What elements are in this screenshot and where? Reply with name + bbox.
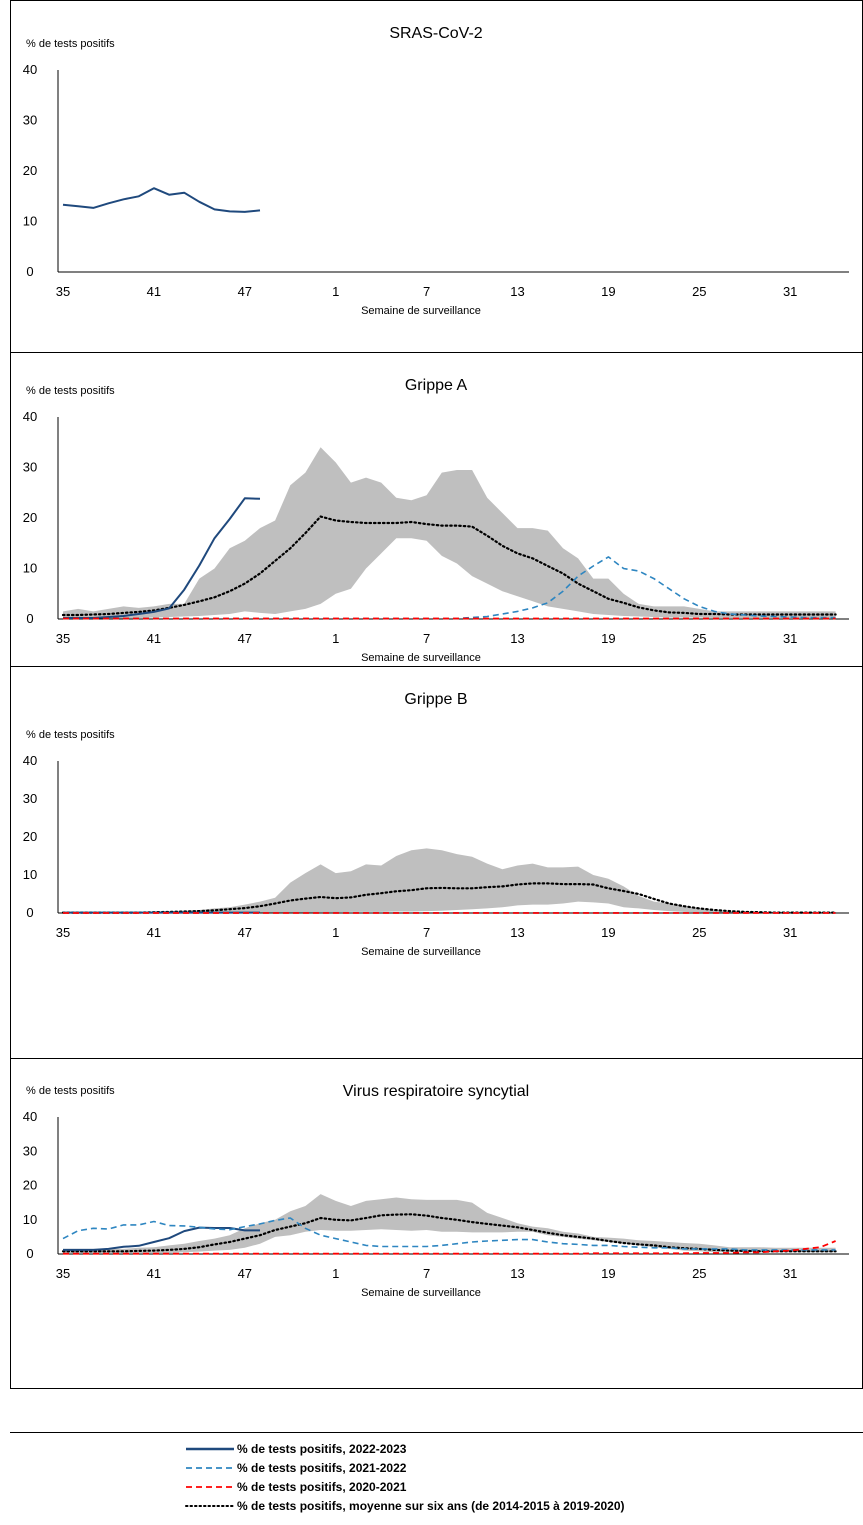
- legend-label: % de tests positifs, 2021-2022: [237, 1461, 407, 1475]
- y-tick-label: 40: [23, 753, 37, 768]
- chart-panel-1: SRAS-CoV-2 % de tests positifs 0 10 20 30 40 35…: [10, 0, 863, 353]
- y-tick-label: 20: [23, 829, 37, 844]
- panel-frame: [10, 0, 863, 353]
- y-axis-label: % de tests positifs: [26, 729, 115, 741]
- legend-item: % de tests positifs, 2021-2022: [185, 1459, 406, 1477]
- x-tick-label: 25: [692, 631, 706, 646]
- y-tick-label: 20: [23, 510, 37, 525]
- legend-item: % de tests positifs, moyenne sur six ans…: [185, 1497, 625, 1515]
- x-tick-label: 1: [332, 1266, 339, 1281]
- y-tick-label: 0: [26, 264, 33, 279]
- series-line-s2021-2022: [63, 556, 836, 620]
- x-tick-label: 41: [147, 1266, 161, 1281]
- x-tick-label: 19: [601, 925, 615, 940]
- x-tick-label: 1: [332, 925, 339, 940]
- y-tick-label: 10: [23, 1212, 37, 1227]
- x-tick-label: 13: [510, 1266, 524, 1281]
- x-tick-label: 31: [783, 925, 797, 940]
- x-tick-label: 35: [56, 925, 70, 940]
- x-tick-label: 41: [147, 631, 161, 646]
- y-tick-label: 40: [23, 409, 37, 424]
- x-tick-label: 41: [147, 284, 161, 299]
- legend-swatch: [186, 1486, 234, 1488]
- x-tick-label: 35: [56, 284, 70, 299]
- y-tick-label: 20: [23, 163, 37, 178]
- x-axis-label: Semaine de surveillance: [361, 946, 481, 958]
- x-tick-label: 25: [692, 925, 706, 940]
- y-tick-label: 10: [23, 561, 37, 576]
- y-tick-label: 10: [23, 214, 37, 229]
- x-tick-label: 47: [238, 1266, 252, 1281]
- chart-title: Grippe A: [405, 377, 468, 394]
- y-tick-label: 0: [26, 611, 33, 626]
- x-tick-label: 13: [510, 631, 524, 646]
- legend-label: % de tests positifs, 2020-2021: [237, 1480, 407, 1494]
- series-line-s2020-2021: [63, 1240, 836, 1255]
- y-tick-label: 30: [23, 1143, 37, 1158]
- x-tick-label: 31: [783, 631, 797, 646]
- x-tick-label: 35: [56, 1266, 70, 1281]
- x-tick-label: 35: [56, 631, 70, 646]
- legend-item: % de tests positifs, 2022-2023: [185, 1440, 406, 1458]
- legend-swatch: [186, 1447, 234, 1451]
- y-tick-label: 0: [26, 905, 33, 920]
- x-axis-label: Semaine de surveillance: [361, 652, 481, 664]
- y-tick-label: 30: [23, 460, 37, 475]
- x-tick-label: 31: [783, 284, 797, 299]
- x-tick-label: 41: [147, 925, 161, 940]
- legend-label: % de tests positifs, 2022-2023: [237, 1442, 407, 1456]
- x-tick-label: 31: [783, 1266, 797, 1281]
- y-tick-label: 20: [23, 1178, 37, 1193]
- series-line-average: [61, 882, 837, 914]
- historical-range-band: [63, 447, 836, 619]
- legend-swatch: [185, 1505, 235, 1507]
- x-axis-label: Semaine de surveillance: [361, 305, 481, 317]
- x-tick-label: 7: [423, 284, 430, 299]
- y-tick-label: 40: [23, 1109, 37, 1124]
- legend: % de tests positifs, 2022-2023 % de tests…: [0, 1432, 863, 1522]
- y-axis-label: % de tests positifs: [26, 385, 115, 397]
- x-tick-label: 47: [238, 925, 252, 940]
- x-tick-label: 13: [510, 925, 524, 940]
- y-axis-label: % de tests positifs: [26, 38, 115, 50]
- chart-panel-4: Virus respiratoire syncytial % de tests p…: [10, 1058, 863, 1389]
- x-tick-label: 19: [601, 1266, 615, 1281]
- series-line-s2022-2023: [62, 187, 261, 213]
- x-tick-label: 25: [692, 1266, 706, 1281]
- x-tick-label: 19: [601, 284, 615, 299]
- legend-item: % de tests positifs, 2020-2021: [185, 1478, 406, 1496]
- x-axis-label: Semaine de surveillance: [361, 1287, 481, 1299]
- legend-swatch: [186, 1467, 234, 1469]
- historical-range-band: [63, 848, 836, 913]
- series-line-average: [61, 515, 837, 617]
- series-line-s2021-2022: [62, 1217, 836, 1251]
- x-tick-label: 13: [510, 284, 524, 299]
- x-tick-label: 25: [692, 284, 706, 299]
- chart-title: Virus respiratoire syncytial: [343, 1083, 529, 1100]
- y-tick-label: 40: [23, 62, 37, 77]
- y-tick-label: 30: [23, 791, 37, 806]
- y-tick-label: 30: [23, 113, 37, 128]
- y-tick-label: 10: [23, 867, 37, 882]
- chart-title: Grippe B: [404, 691, 467, 708]
- chart-panel-2: Grippe A % de tests positifs 0 10 20 30 40 35 41…: [10, 352, 863, 667]
- chart-panel-3: Grippe B % de tests positifs 0 10 20 30 40 35 41…: [10, 666, 863, 1059]
- y-axis-label: % de tests positifs: [26, 1085, 115, 1097]
- x-tick-label: 47: [238, 631, 252, 646]
- y-tick-label: 0: [26, 1246, 33, 1261]
- x-tick-label: 7: [423, 631, 430, 646]
- x-tick-label: 7: [423, 925, 430, 940]
- x-tick-label: 1: [332, 284, 339, 299]
- historical-range-band: [63, 1194, 836, 1253]
- series-line-s2022-2023: [63, 1226, 260, 1251]
- x-tick-label: 7: [423, 1266, 430, 1281]
- x-tick-label: 19: [601, 631, 615, 646]
- legend-label: % de tests positifs, moyenne sur six ans…: [237, 1499, 625, 1513]
- x-tick-label: 1: [332, 631, 339, 646]
- x-tick-label: 47: [238, 284, 252, 299]
- charts-area: SRAS-CoV-2% de tests positifs01020304035…: [10, 0, 863, 1389]
- legend-separator: [10, 1432, 863, 1433]
- chart-title: SRAS-CoV-2: [389, 25, 482, 42]
